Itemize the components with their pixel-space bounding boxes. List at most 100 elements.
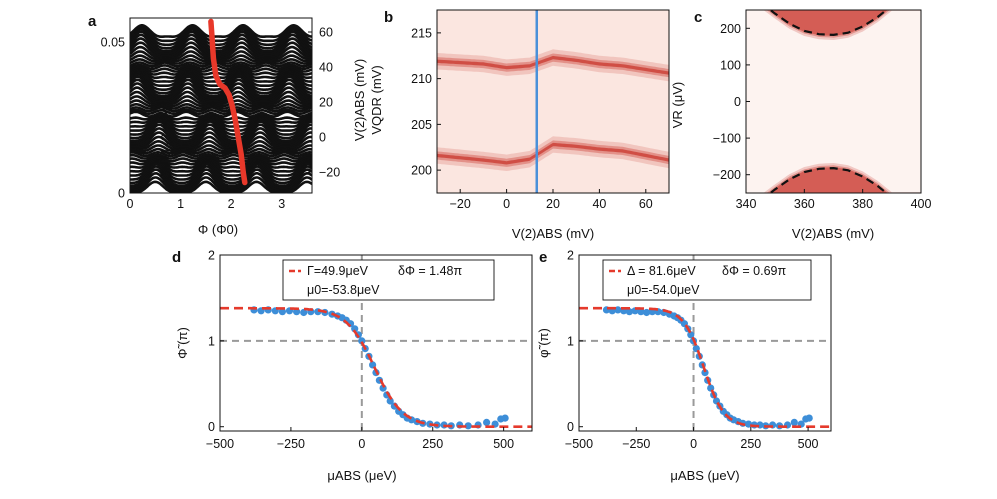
- panel-a-ytick-label: 0.05: [101, 36, 125, 50]
- panel-e-point: [625, 308, 634, 316]
- panel-c-ytick-label: 100: [720, 58, 741, 72]
- panel-e-y-axis: 0 1 2: [567, 249, 583, 434]
- panel-a-trace: [130, 147, 312, 155]
- panel-e-point: [701, 369, 709, 377]
- panel-e-legend-mu0: μ0=-54.0μeV: [627, 283, 700, 297]
- panel-c: c 340 360 380 400 −200 −100 0 100 200 VR (μV) V…: [670, 9, 932, 241]
- panel-c-y-axis: −200 −100 0 100 200: [713, 22, 750, 182]
- panel-a-trace: [130, 66, 312, 76]
- panel-d-point: [501, 414, 509, 422]
- panel-e: e Δ = 81.6μeV δΦ = 0.69π μ0=-54.0μeV −50…: [536, 249, 832, 483]
- panel-d-data-points: [250, 306, 509, 430]
- panel-a-trace: [130, 110, 312, 118]
- panel-b-xtick-label: −20: [450, 197, 471, 211]
- panel-a-trace: [130, 33, 312, 55]
- panel-a-trace: [130, 78, 312, 100]
- panel-e-legend-delta: Δ = 81.6μeV: [627, 264, 696, 278]
- panel-a-trace: [130, 117, 312, 140]
- panel-a-trace: [130, 26, 312, 47]
- panel-a-trace: [130, 127, 312, 146]
- panel-a-trace: [130, 37, 312, 57]
- panel-c-ytick-label: 200: [720, 22, 741, 36]
- panel-a-trace: [130, 155, 312, 163]
- panel-e-frame: [578, 254, 832, 432]
- panel-d-legend: Γ=49.9μeV δΦ = 1.48π μ0=-53.8μeV: [282, 259, 495, 301]
- panel-a-trace: [130, 28, 312, 50]
- panel-e-point: [637, 308, 645, 316]
- panel-e-label: e: [539, 249, 547, 266]
- panel-c-xtick-label: 360: [794, 197, 815, 211]
- panel-d-y-axis: 0 1 2: [208, 249, 224, 434]
- panel-b-ylabel-upper: V(2)ABS (mV): [352, 59, 367, 141]
- panel-c-gap-curve-top: [768, 10, 889, 37]
- panel-e-xtick-label: 500: [798, 437, 819, 451]
- panel-e-fit-line: [579, 306, 831, 428]
- panel-d-ytick-label: 2: [208, 249, 215, 263]
- panel-a-trace: [130, 61, 312, 68]
- panel-a-xlabel: Φ (Φ0): [198, 222, 238, 237]
- panel-e-xtick-label: −250: [622, 437, 650, 451]
- panel-e-ytick-label: 2: [567, 249, 574, 263]
- panel-b-background: [437, 10, 669, 193]
- panel-a-trace: [130, 106, 312, 113]
- panel-a-frame: [129, 17, 313, 194]
- panel-d-point: [386, 397, 394, 405]
- panel-a-trace: [130, 102, 312, 110]
- panel-d-fit-line: [220, 306, 532, 428]
- panel-c-x-axis: 340 360 380 400: [736, 189, 932, 211]
- panel-b-xlabel: V(2)ABS (mV): [512, 226, 594, 241]
- panel-a-trace: [130, 108, 312, 115]
- panel-a-xtick-label: 3: [278, 197, 285, 211]
- panel-d-frame: [219, 254, 533, 432]
- panel-d-ytick-label: 0: [208, 420, 215, 434]
- panel-a-trace: [130, 30, 312, 53]
- panel-d-legend-dphi: δΦ = 1.48π: [398, 264, 463, 278]
- panel-b-xtick-label: 60: [639, 197, 653, 211]
- panel-a-xtick-label: 1: [177, 197, 184, 211]
- panel-e-x-axis: −500 −250 0 250 500: [565, 427, 819, 451]
- panel-a-ylabel: GMM (2e²/h): [158, 107, 173, 181]
- panel-a-trace: [130, 67, 312, 80]
- panel-a-traces: [130, 23, 312, 193]
- panel-b-ylabel-lower: VQDR (mV): [369, 65, 384, 134]
- panel-a-trace: [130, 123, 312, 145]
- panel-e-xlabel: μABS (μeV): [670, 468, 739, 483]
- panel-a-xtick-label: 0: [127, 197, 134, 211]
- panel-d-ylabel: Φ̃ (π): [175, 327, 190, 359]
- panel-c-background: [746, 10, 921, 193]
- panel-c-ytick-label: 0: [734, 95, 741, 109]
- panel-c-ytick-label: −100: [713, 132, 741, 146]
- panel-d-point: [358, 337, 366, 345]
- panel-c-label: c: [694, 9, 702, 26]
- panel-b-ridge: [437, 55, 669, 75]
- panel-d-ytick-label: 1: [208, 334, 215, 348]
- panel-b-ridge: [437, 49, 669, 82]
- panel-b: b −20 0 20 40 60 200 205 210 215 V(2)ABS (mV) V…: [352, 9, 670, 241]
- panel-b-ytick-label: 215: [411, 26, 432, 40]
- panel-b-xtick-label: 0: [503, 197, 510, 211]
- panel-a-ytick-label: 60: [319, 26, 333, 40]
- panel-e-ytick-label: 0: [567, 420, 574, 434]
- panel-d-label: d: [172, 249, 181, 266]
- panel-d-legend-gamma: Γ=49.9μeV: [307, 264, 369, 278]
- panel-b-xtick-label: 40: [592, 197, 606, 211]
- panel-c-xtick-label: 400: [911, 197, 932, 211]
- panel-a-xtick-label: 2: [228, 197, 235, 211]
- panel-d-xtick-label: 0: [358, 437, 365, 451]
- panel-a-trace: [130, 65, 312, 73]
- panel-a-ytick-label: 20: [319, 96, 333, 110]
- panel-e-legend: Δ = 81.6μeV δΦ = 0.69π μ0=-54.0μeV: [602, 259, 812, 301]
- panel-d: d Γ=49.9μeV δΦ = 1.48π μ0=-53.8μeV −500−…: [172, 249, 533, 483]
- panel-a-y-axis: 00.05: [101, 36, 134, 201]
- panel-a-trace: [130, 23, 312, 38]
- panel-b-xtick-label: 20: [546, 197, 560, 211]
- panel-b-label: b: [384, 9, 393, 26]
- panel-a-trace: [130, 120, 312, 143]
- panel-c-xlabel: V(2)ABS (mV): [792, 226, 874, 241]
- panel-a-trace: [130, 24, 312, 43]
- panel-d-xtick-label: 500: [493, 437, 514, 451]
- panel-a-trace: [130, 131, 312, 148]
- panel-e-ylabel: φ̃ (π): [536, 328, 551, 358]
